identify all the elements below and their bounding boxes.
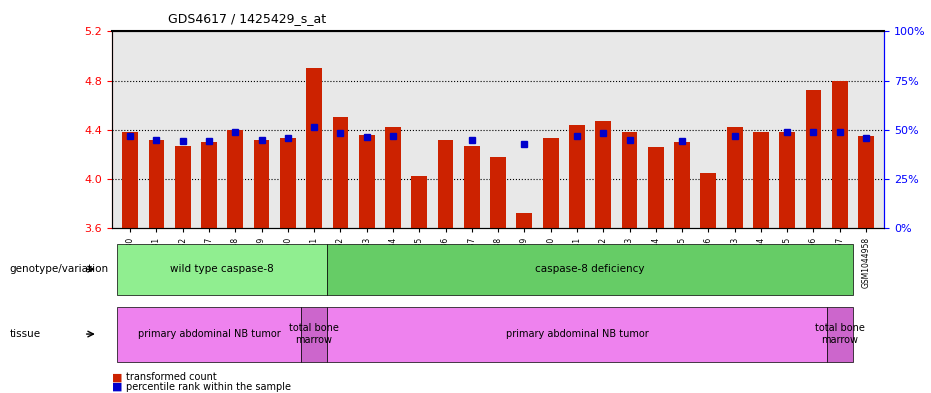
Bar <box>332 118 348 228</box>
Text: genotype/variation: genotype/variation <box>9 264 108 274</box>
Bar <box>517 213 533 228</box>
Bar <box>779 132 795 228</box>
Bar <box>201 142 217 228</box>
Text: transformed count: transformed count <box>126 372 216 382</box>
Bar <box>727 127 743 228</box>
Bar <box>227 130 243 228</box>
Bar <box>358 134 374 228</box>
Bar <box>648 147 664 228</box>
Bar <box>753 132 769 228</box>
Bar <box>253 140 269 228</box>
Bar <box>622 132 638 228</box>
Bar <box>858 136 874 228</box>
Text: total bone
marrow: total bone marrow <box>290 323 339 345</box>
Text: total bone
marrow: total bone marrow <box>815 323 865 345</box>
Text: wild type caspase-8: wild type caspase-8 <box>170 264 274 274</box>
Bar <box>280 138 296 228</box>
Bar <box>385 127 401 228</box>
Text: ■: ■ <box>112 372 122 382</box>
Bar <box>412 176 427 228</box>
Bar <box>149 140 164 228</box>
Bar <box>543 138 559 228</box>
Bar <box>700 173 716 228</box>
Bar <box>464 146 479 228</box>
Text: percentile rank within the sample: percentile rank within the sample <box>126 382 290 392</box>
Bar <box>595 121 611 228</box>
Text: primary abdominal NB tumor: primary abdominal NB tumor <box>506 329 648 339</box>
Bar <box>832 81 847 228</box>
Bar <box>122 132 138 228</box>
Text: ■: ■ <box>112 382 122 392</box>
Bar <box>306 68 322 228</box>
Bar <box>438 140 453 228</box>
Bar <box>175 146 191 228</box>
Text: GDS4617 / 1425429_s_at: GDS4617 / 1425429_s_at <box>168 12 326 25</box>
Bar <box>569 125 585 228</box>
Text: primary abdominal NB tumor: primary abdominal NB tumor <box>138 329 280 339</box>
Bar <box>491 157 506 228</box>
Bar <box>674 142 690 228</box>
Text: caspase-8 deficiency: caspase-8 deficiency <box>535 264 645 274</box>
Text: tissue: tissue <box>9 329 40 339</box>
Bar <box>805 90 821 228</box>
